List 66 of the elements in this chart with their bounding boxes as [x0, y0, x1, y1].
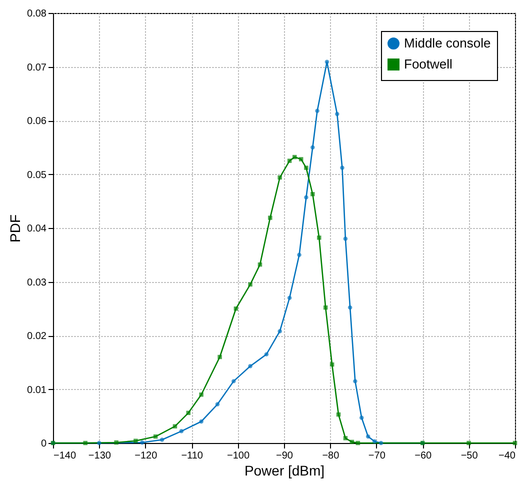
point [287, 158, 292, 163]
y-tick-label: 0.01 [27, 384, 47, 396]
y-tick-label: 0 [40, 438, 47, 450]
point [199, 392, 204, 397]
y-tick-label: 0.06 [27, 116, 47, 127]
x-tick-label: −110 [181, 450, 204, 462]
legend-label: Footwell [404, 56, 453, 72]
point [304, 166, 308, 170]
point [359, 416, 364, 420]
x-tick-label: −130 [88, 450, 112, 462]
x-tick-label: −60 [414, 450, 432, 462]
x-tick-label: −120 [134, 450, 158, 462]
point [179, 429, 184, 434]
y-tick-label: 0.03 [27, 277, 47, 288]
point [248, 282, 252, 287]
point [218, 354, 222, 360]
y-axis-title: PDF [7, 214, 24, 242]
point [287, 296, 292, 300]
point [378, 440, 384, 446]
point [264, 352, 269, 356]
point [304, 195, 308, 200]
point [353, 379, 358, 384]
point [366, 434, 370, 439]
y-tick-label: 0.02 [27, 331, 47, 342]
point [83, 440, 88, 446]
x-tick-label: −50 [460, 450, 478, 462]
point [278, 329, 282, 334]
point [372, 439, 377, 444]
y-tick-label: 0.05 [27, 170, 47, 181]
y-tick-label: 0.07 [27, 62, 47, 74]
x-tick-label: −40 [498, 450, 516, 462]
point [140, 440, 144, 445]
point [335, 112, 340, 116]
point [297, 252, 302, 257]
point [186, 410, 190, 416]
x-tick-label: −100 [227, 450, 250, 462]
point [215, 402, 220, 406]
point [97, 440, 102, 446]
point [348, 305, 352, 310]
point [278, 175, 282, 180]
point [134, 438, 138, 443]
point [172, 424, 178, 428]
legend-label: Middle console [404, 36, 491, 50]
x-axis-title: Power [dBm] [244, 462, 325, 478]
x-tick-label: −70 [368, 450, 386, 462]
point [160, 438, 164, 442]
point [315, 108, 320, 113]
point [298, 157, 304, 162]
point [466, 440, 471, 446]
point [324, 60, 330, 64]
x-tick-label: −80 [322, 450, 340, 462]
point [343, 436, 348, 440]
point [248, 364, 252, 368]
point [316, 236, 322, 240]
point [310, 192, 315, 196]
y-tick-label: 0.08 [27, 8, 47, 20]
point [232, 379, 236, 384]
y-tick-label: 0.04 [27, 224, 47, 234]
point [268, 216, 272, 220]
point [343, 236, 348, 241]
point [340, 166, 344, 170]
point [114, 440, 118, 445]
point [310, 145, 315, 150]
x-tick-label: −140 [54, 450, 76, 462]
x-tick-label: −90 [276, 450, 294, 462]
point [199, 419, 204, 424]
